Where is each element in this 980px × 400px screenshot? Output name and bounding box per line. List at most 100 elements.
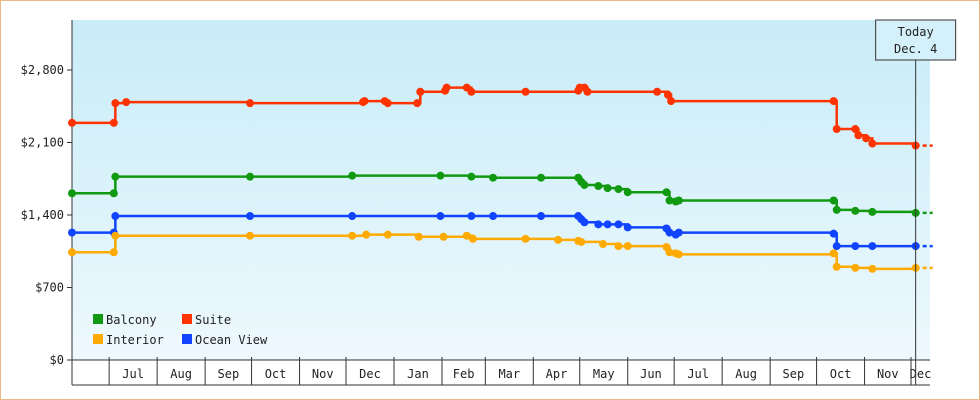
data-point[interactable]: [603, 184, 612, 193]
month-label: Jul: [687, 367, 709, 381]
month-label: Sep: [218, 367, 240, 381]
data-point[interactable]: [439, 232, 448, 241]
data-point[interactable]: [462, 231, 471, 240]
data-point[interactable]: [832, 125, 841, 134]
data-point[interactable]: [348, 171, 357, 180]
data-point[interactable]: [68, 189, 76, 198]
data-point[interactable]: [868, 207, 877, 216]
data-point[interactable]: [623, 242, 632, 251]
data-point[interactable]: [521, 87, 530, 96]
data-point[interactable]: [436, 171, 445, 180]
data-point[interactable]: [68, 118, 76, 127]
data-point[interactable]: [594, 220, 603, 229]
data-point[interactable]: [832, 205, 841, 214]
month-label: Oct: [830, 367, 852, 381]
data-point[interactable]: [603, 220, 612, 229]
data-point[interactable]: [832, 262, 841, 271]
data-point[interactable]: [489, 173, 498, 182]
data-point[interactable]: [665, 228, 674, 237]
data-point[interactable]: [583, 87, 592, 96]
data-point[interactable]: [111, 172, 120, 181]
month-label: Sep: [783, 367, 805, 381]
data-point[interactable]: [111, 99, 120, 108]
data-point[interactable]: [467, 87, 476, 96]
data-point[interactable]: [667, 97, 676, 106]
data-point[interactable]: [348, 231, 357, 240]
data-point[interactable]: [436, 212, 445, 221]
data-point[interactable]: [348, 212, 357, 221]
data-point[interactable]: [868, 242, 877, 251]
data-point[interactable]: [109, 189, 118, 198]
data-point[interactable]: [122, 98, 131, 107]
data-point[interactable]: [383, 230, 392, 239]
plot-area: [72, 20, 930, 360]
data-point[interactable]: [468, 234, 477, 243]
data-point[interactable]: [580, 180, 589, 189]
data-point[interactable]: [109, 118, 118, 127]
today-date: Dec. 4: [894, 42, 937, 56]
data-point[interactable]: [851, 242, 860, 251]
data-point[interactable]: [674, 196, 683, 205]
data-point[interactable]: [416, 87, 425, 96]
data-point[interactable]: [665, 248, 674, 257]
data-point[interactable]: [614, 242, 623, 251]
data-point[interactable]: [577, 237, 586, 246]
data-point[interactable]: [854, 131, 863, 140]
data-point[interactable]: [851, 263, 860, 272]
data-point[interactable]: [580, 218, 589, 227]
legend-entry: Ocean View: [182, 333, 268, 347]
data-point[interactable]: [829, 196, 838, 205]
data-point[interactable]: [68, 228, 76, 237]
data-point[interactable]: [489, 212, 498, 221]
month-label: Nov: [312, 367, 334, 381]
data-point[interactable]: [111, 212, 120, 221]
data-point[interactable]: [467, 172, 476, 181]
data-point[interactable]: [362, 230, 371, 239]
data-point[interactable]: [653, 87, 662, 96]
data-point[interactable]: [623, 188, 632, 197]
data-point[interactable]: [413, 99, 422, 108]
data-point[interactable]: [414, 232, 423, 241]
y-axis: $0 $700 $1,400 $2,100 $2,800: [21, 20, 73, 385]
series-interior: [68, 230, 933, 273]
data-point[interactable]: [109, 248, 118, 257]
data-point[interactable]: [360, 97, 369, 106]
data-point[interactable]: [442, 83, 451, 92]
data-point[interactable]: [868, 264, 877, 273]
data-point[interactable]: [862, 134, 871, 143]
data-point[interactable]: [829, 249, 838, 258]
data-point[interactable]: [665, 196, 674, 205]
legend-swatch: [182, 334, 192, 344]
data-point[interactable]: [851, 206, 860, 215]
data-point[interactable]: [383, 99, 392, 108]
data-point[interactable]: [663, 90, 672, 99]
data-point[interactable]: [851, 125, 860, 134]
data-point[interactable]: [614, 220, 623, 229]
data-point[interactable]: [537, 173, 546, 182]
month-label: Feb: [453, 367, 475, 381]
data-point[interactable]: [537, 212, 546, 221]
data-point[interactable]: [68, 248, 76, 257]
legend-swatch: [93, 314, 103, 324]
data-point[interactable]: [623, 223, 632, 232]
data-point[interactable]: [246, 172, 255, 181]
data-point[interactable]: [246, 231, 255, 240]
data-point[interactable]: [674, 250, 683, 259]
data-point[interactable]: [829, 97, 838, 106]
data-point[interactable]: [111, 231, 120, 240]
data-point[interactable]: [467, 212, 476, 221]
data-point[interactable]: [598, 240, 607, 248]
data-point[interactable]: [246, 212, 255, 221]
data-point[interactable]: [662, 188, 671, 197]
data-point[interactable]: [521, 234, 530, 243]
data-point[interactable]: [246, 99, 255, 108]
data-point[interactable]: [594, 182, 603, 190]
data-point[interactable]: [614, 185, 623, 194]
data-point[interactable]: [674, 228, 683, 237]
data-point[interactable]: [829, 229, 838, 238]
data-point[interactable]: [868, 139, 877, 148]
data-point[interactable]: [832, 242, 841, 251]
data-point[interactable]: [554, 235, 563, 244]
y-tick-label: $700: [35, 281, 64, 295]
